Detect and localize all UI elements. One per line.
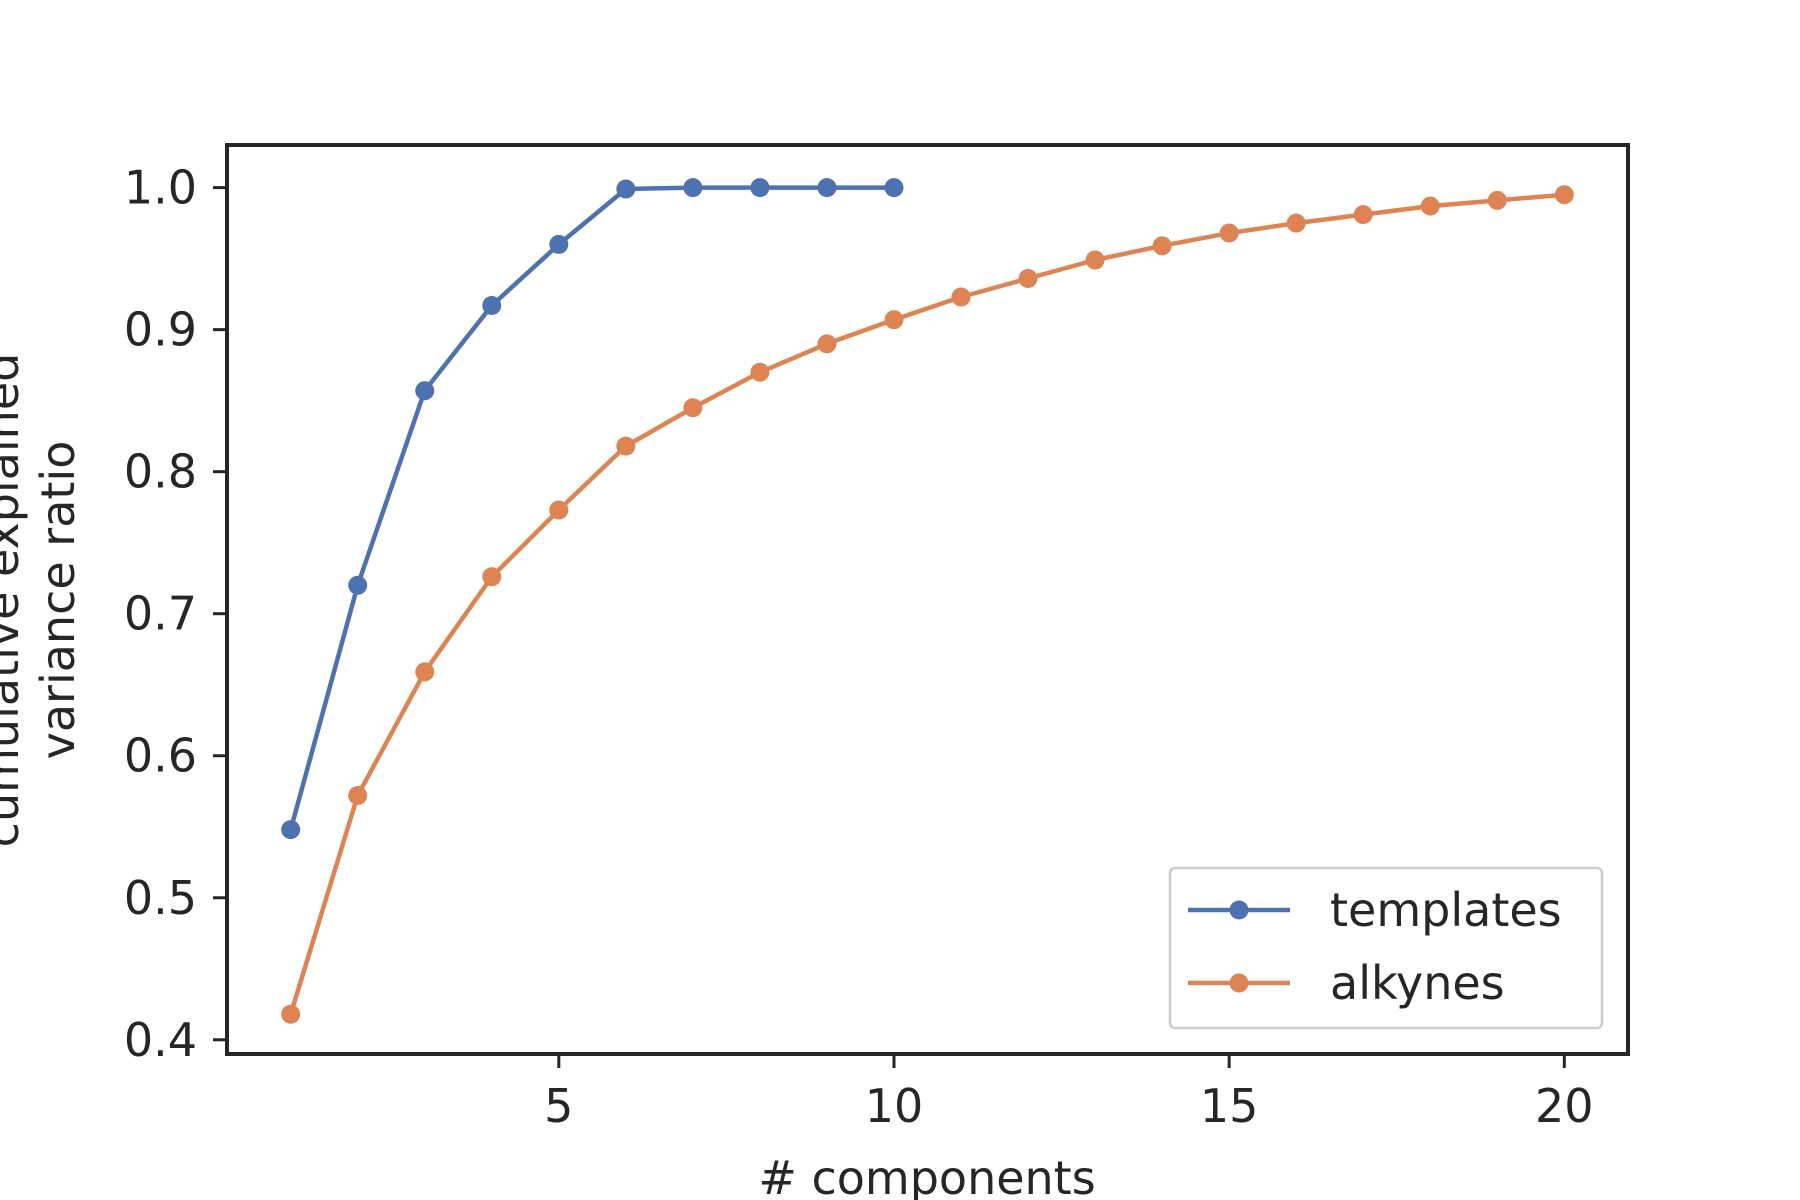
data-point-templates (884, 178, 904, 198)
legend-label-alkynes: alkynes (1330, 956, 1505, 1010)
data-point-templates (415, 381, 435, 401)
plot-area-frame (225, 143, 1630, 1056)
legend-label-templates: templates (1330, 883, 1562, 937)
data-point-alkynes (1420, 196, 1440, 216)
data-point-alkynes (884, 310, 904, 330)
data-point-alkynes (348, 786, 368, 806)
series-line-templates (288, 185, 897, 832)
legend-entry-alkynes: alkynes (1188, 956, 1505, 1010)
axis-ticks: 5 10 15 20 0.4 0.5 0.6 0.7 0.8 0.9 1.0 (124, 161, 1594, 1133)
data-point-alkynes (1085, 250, 1105, 270)
x-tick-label: 20 (1535, 1079, 1594, 1133)
y-tick-label: 0.7 (124, 587, 197, 641)
data-point-alkynes (1018, 269, 1038, 289)
legend-marker-templates (1229, 900, 1249, 920)
data-point-templates (616, 179, 636, 199)
y-axis-title-line-2: variance ratio (31, 441, 85, 760)
data-point-alkynes (817, 334, 837, 354)
legend-marker-alkynes (1229, 973, 1249, 993)
x-tick-label: 10 (865, 1079, 924, 1133)
y-tick-label: 0.6 (124, 729, 197, 783)
data-point-alkynes (683, 398, 703, 418)
series-alkynes (281, 185, 1574, 1024)
y-tick-label: 0.4 (124, 1013, 197, 1067)
x-axis-title: # components (758, 1151, 1095, 1200)
y-tick-label: 1.0 (124, 161, 197, 215)
data-point-alkynes (951, 287, 971, 307)
data-point-templates (549, 234, 569, 254)
x-tick-label: 5 (544, 1079, 573, 1133)
legend: templates alkynes (1168, 866, 1604, 1030)
data-point-alkynes (281, 1004, 301, 1024)
data-point-alkynes (1219, 223, 1239, 243)
data-point-alkynes (1554, 185, 1574, 205)
series-templates (281, 178, 904, 840)
data-point-alkynes (750, 362, 770, 382)
data-point-alkynes (482, 567, 502, 587)
data-point-templates (750, 178, 770, 198)
legend-entry-templates: templates (1188, 883, 1562, 937)
data-point-alkynes (1353, 205, 1373, 225)
x-tick-label: 15 (1200, 1079, 1259, 1133)
data-point-alkynes (1487, 190, 1507, 210)
data-point-templates (683, 178, 703, 198)
y-tick-label: 0.5 (124, 871, 197, 925)
y-tick-label: 0.9 (124, 303, 197, 357)
y-axis-title: cumulative explained variance ratio (0, 353, 85, 848)
data-point-templates (348, 575, 368, 595)
y-tick-label: 0.8 (124, 445, 197, 499)
series-line-alkynes (288, 192, 1567, 1017)
data-point-alkynes (549, 500, 569, 520)
data-point-alkynes (415, 662, 435, 682)
data-point-templates (482, 295, 502, 315)
data-point-templates (817, 178, 837, 198)
data-point-templates (281, 820, 301, 840)
data-point-alkynes (1152, 236, 1172, 256)
data-point-alkynes (1286, 213, 1306, 233)
series-layer (281, 178, 1574, 1024)
data-point-alkynes (616, 436, 636, 456)
y-axis-title-line-1: cumulative explained (0, 353, 29, 848)
